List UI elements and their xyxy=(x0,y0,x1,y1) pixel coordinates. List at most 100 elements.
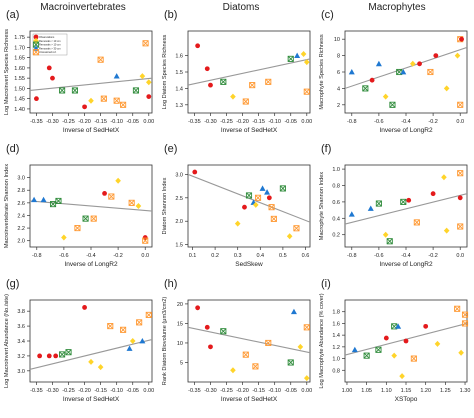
data-point xyxy=(46,65,52,71)
data-point xyxy=(383,335,389,341)
data-point xyxy=(303,375,310,382)
data-point xyxy=(195,43,201,49)
plot-frame xyxy=(187,164,311,248)
x-tick-label: -0.15 xyxy=(94,119,107,125)
data-point xyxy=(270,215,277,222)
y-tick-label: 2.0 xyxy=(17,239,25,245)
y-tick-label: 3.4 xyxy=(17,339,25,345)
data-point xyxy=(427,68,434,76)
data-point xyxy=(71,87,78,94)
x-tick-label: -0.05 xyxy=(284,119,297,125)
data-point xyxy=(417,61,422,67)
data-point xyxy=(142,40,149,47)
plot-frame xyxy=(29,30,153,114)
data-point xyxy=(59,351,66,358)
data-point xyxy=(126,345,133,351)
column-title-macrophytes: Macrophytes xyxy=(368,2,426,13)
data-point xyxy=(53,353,59,359)
data-point xyxy=(136,319,143,326)
x-tick-label: 0.2 xyxy=(211,253,219,259)
y-tick-label: 1.40 xyxy=(14,107,25,113)
data-point xyxy=(135,203,142,209)
y-tick-label: 0.8 xyxy=(332,184,340,190)
y-tick-label: 3.8 xyxy=(17,309,25,315)
data-point xyxy=(454,52,461,59)
column-title-macroinvertebrates: Macroinvertebrates xyxy=(40,2,126,13)
y-axis-label: Macrophyte Shannon Index xyxy=(319,172,325,241)
x-axis-label: Inverse of SedHetX xyxy=(63,396,120,403)
x-tick-label: 0.1 xyxy=(189,253,197,259)
x-tick-label: 0.00 xyxy=(301,388,312,394)
data-point xyxy=(441,174,447,181)
data-point xyxy=(287,55,294,62)
data-point xyxy=(386,238,393,245)
data-point xyxy=(406,197,412,203)
x-tick-label: -0.30 xyxy=(204,388,217,394)
x-tick-label: 1.00 xyxy=(342,388,353,394)
legend-label: Unrestored ref. xyxy=(39,50,57,54)
y-axis-label: Macroinvertebrate Shannon Index xyxy=(4,164,10,248)
x-tick-label: -0.20 xyxy=(78,388,91,394)
panel-f: (f) -0.8 -0.6 -0.4 -0.2 0.0 0.2 0.4 0.6 0.8 1.0 Inv… xyxy=(319,143,468,268)
panel-b: (b) -0.35 -0.30 -0.25 -0.20 -0.15 -0.10 -0.05 0.… xyxy=(162,9,312,134)
y-tick-label: 6 xyxy=(337,70,340,76)
y-tick-label: 2.6 xyxy=(17,201,25,207)
data-point xyxy=(204,324,210,330)
data-point xyxy=(55,197,62,205)
data-point xyxy=(145,311,152,318)
x-tick-label: -0.2 xyxy=(428,119,437,125)
data-point xyxy=(208,82,213,88)
panel-c: (c) -0.8 -0.6 -0.4 -0.2 0.0 2 4 6 8 10 Inverse of L… xyxy=(319,9,468,134)
legend-marker xyxy=(32,49,40,56)
data-point xyxy=(139,338,146,344)
data-point xyxy=(457,101,464,108)
x-tick-label: -0.15 xyxy=(94,388,107,394)
data-point xyxy=(294,52,301,58)
data-point xyxy=(115,177,121,184)
x-tick-label: -0.20 xyxy=(236,388,249,394)
y-tick-label: 2.8 xyxy=(17,188,25,194)
data-point xyxy=(382,231,389,238)
data-point xyxy=(443,227,450,234)
x-tick-label: -0.30 xyxy=(46,388,59,394)
data-point xyxy=(129,338,136,344)
x-tick-label: 1.30 xyxy=(460,388,471,394)
y-tick-label: 2 xyxy=(337,103,340,109)
x-tick-label: -0.4 xyxy=(86,253,95,259)
data-point xyxy=(400,69,407,75)
data-point xyxy=(208,344,213,350)
data-point xyxy=(430,191,436,197)
data-point xyxy=(395,323,402,329)
data-point xyxy=(242,351,249,358)
data-point xyxy=(413,219,420,226)
y-tick-label: 0.4 xyxy=(332,216,340,222)
y-tick-label: 20 xyxy=(177,302,183,308)
data-point xyxy=(369,77,375,83)
x-tick-label: -0.35 xyxy=(30,388,43,394)
data-point xyxy=(303,88,310,95)
x-axis-label: Inverse of LongR2 xyxy=(64,261,118,268)
x-tick-label: -0.6 xyxy=(374,119,383,125)
panel-h: (h) -0.35 -0.30 -0.25 -0.20 -0.15 -0.10 -0.05 0.… xyxy=(162,278,312,403)
data-point xyxy=(457,195,463,201)
data-point xyxy=(74,225,81,232)
x-axis-label: XSTopo xyxy=(395,396,418,403)
panel-letter: (h) xyxy=(164,278,177,290)
data-point xyxy=(82,215,89,222)
x-tick-label: 0.0 xyxy=(141,253,149,259)
x-tick-label: -0.4 xyxy=(401,119,410,125)
data-point xyxy=(230,367,236,374)
x-tick-label: -0.15 xyxy=(252,388,265,394)
data-point xyxy=(108,193,115,200)
data-point xyxy=(139,73,146,80)
y-tick-label: 1.4 xyxy=(175,86,183,92)
x-axis-label: Inverse of SedHetX xyxy=(221,127,278,134)
x-tick-label: -0.35 xyxy=(188,388,201,394)
data-point xyxy=(410,355,417,362)
data-point xyxy=(146,94,152,99)
data-point xyxy=(31,196,38,203)
data-point xyxy=(461,311,469,318)
data-point xyxy=(348,69,355,75)
